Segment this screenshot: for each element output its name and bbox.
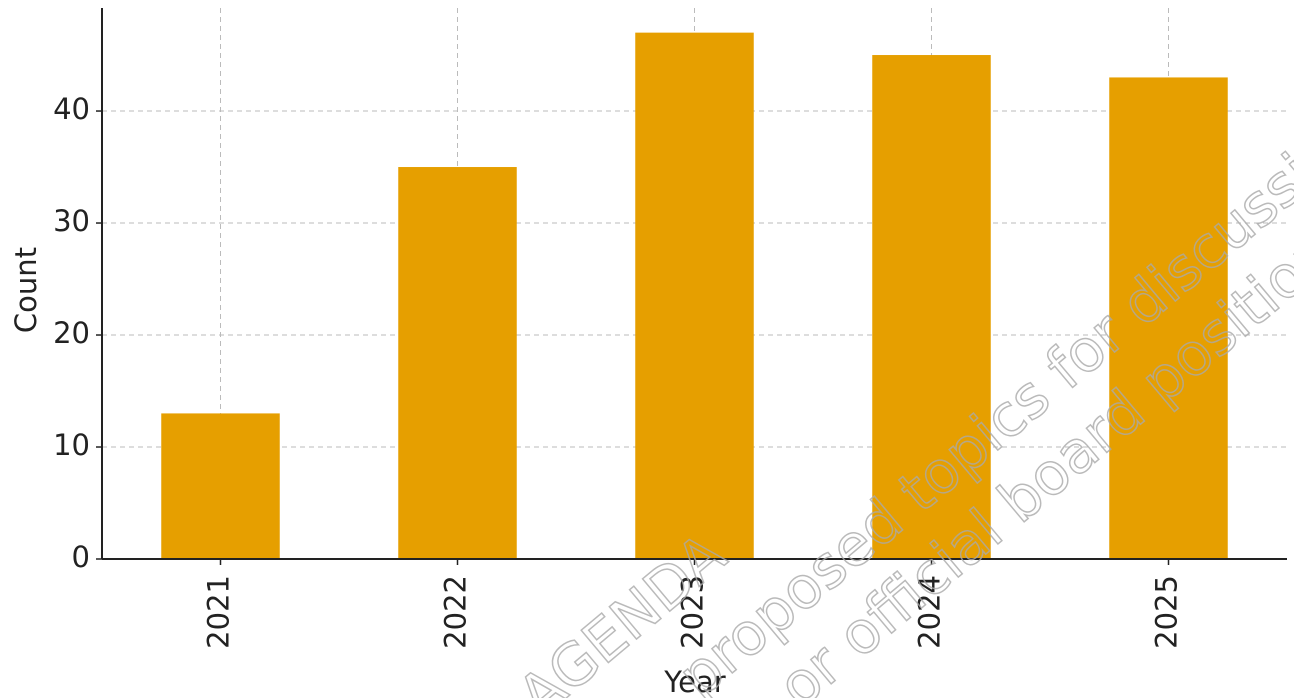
bar	[1109, 77, 1228, 559]
x-tick-label: 2023	[676, 575, 710, 649]
y-axis-label: Count	[9, 247, 43, 333]
x-tick-label: 2022	[439, 575, 473, 649]
y-tick-label: 0	[72, 540, 90, 574]
bar	[161, 413, 280, 559]
x-tick-label: 2021	[202, 575, 236, 649]
x-tick-label: 2024	[913, 575, 947, 649]
y-tick-label: 40	[53, 92, 90, 126]
bar	[398, 167, 517, 560]
bar	[872, 55, 991, 559]
y-tick-label: 20	[53, 316, 90, 350]
y-tick-label: 30	[53, 204, 90, 238]
y-tick-label: 10	[53, 428, 90, 462]
bar	[635, 32, 754, 560]
x-axis-label: Year	[663, 665, 725, 698]
x-tick-label: 2025	[1150, 575, 1184, 649]
